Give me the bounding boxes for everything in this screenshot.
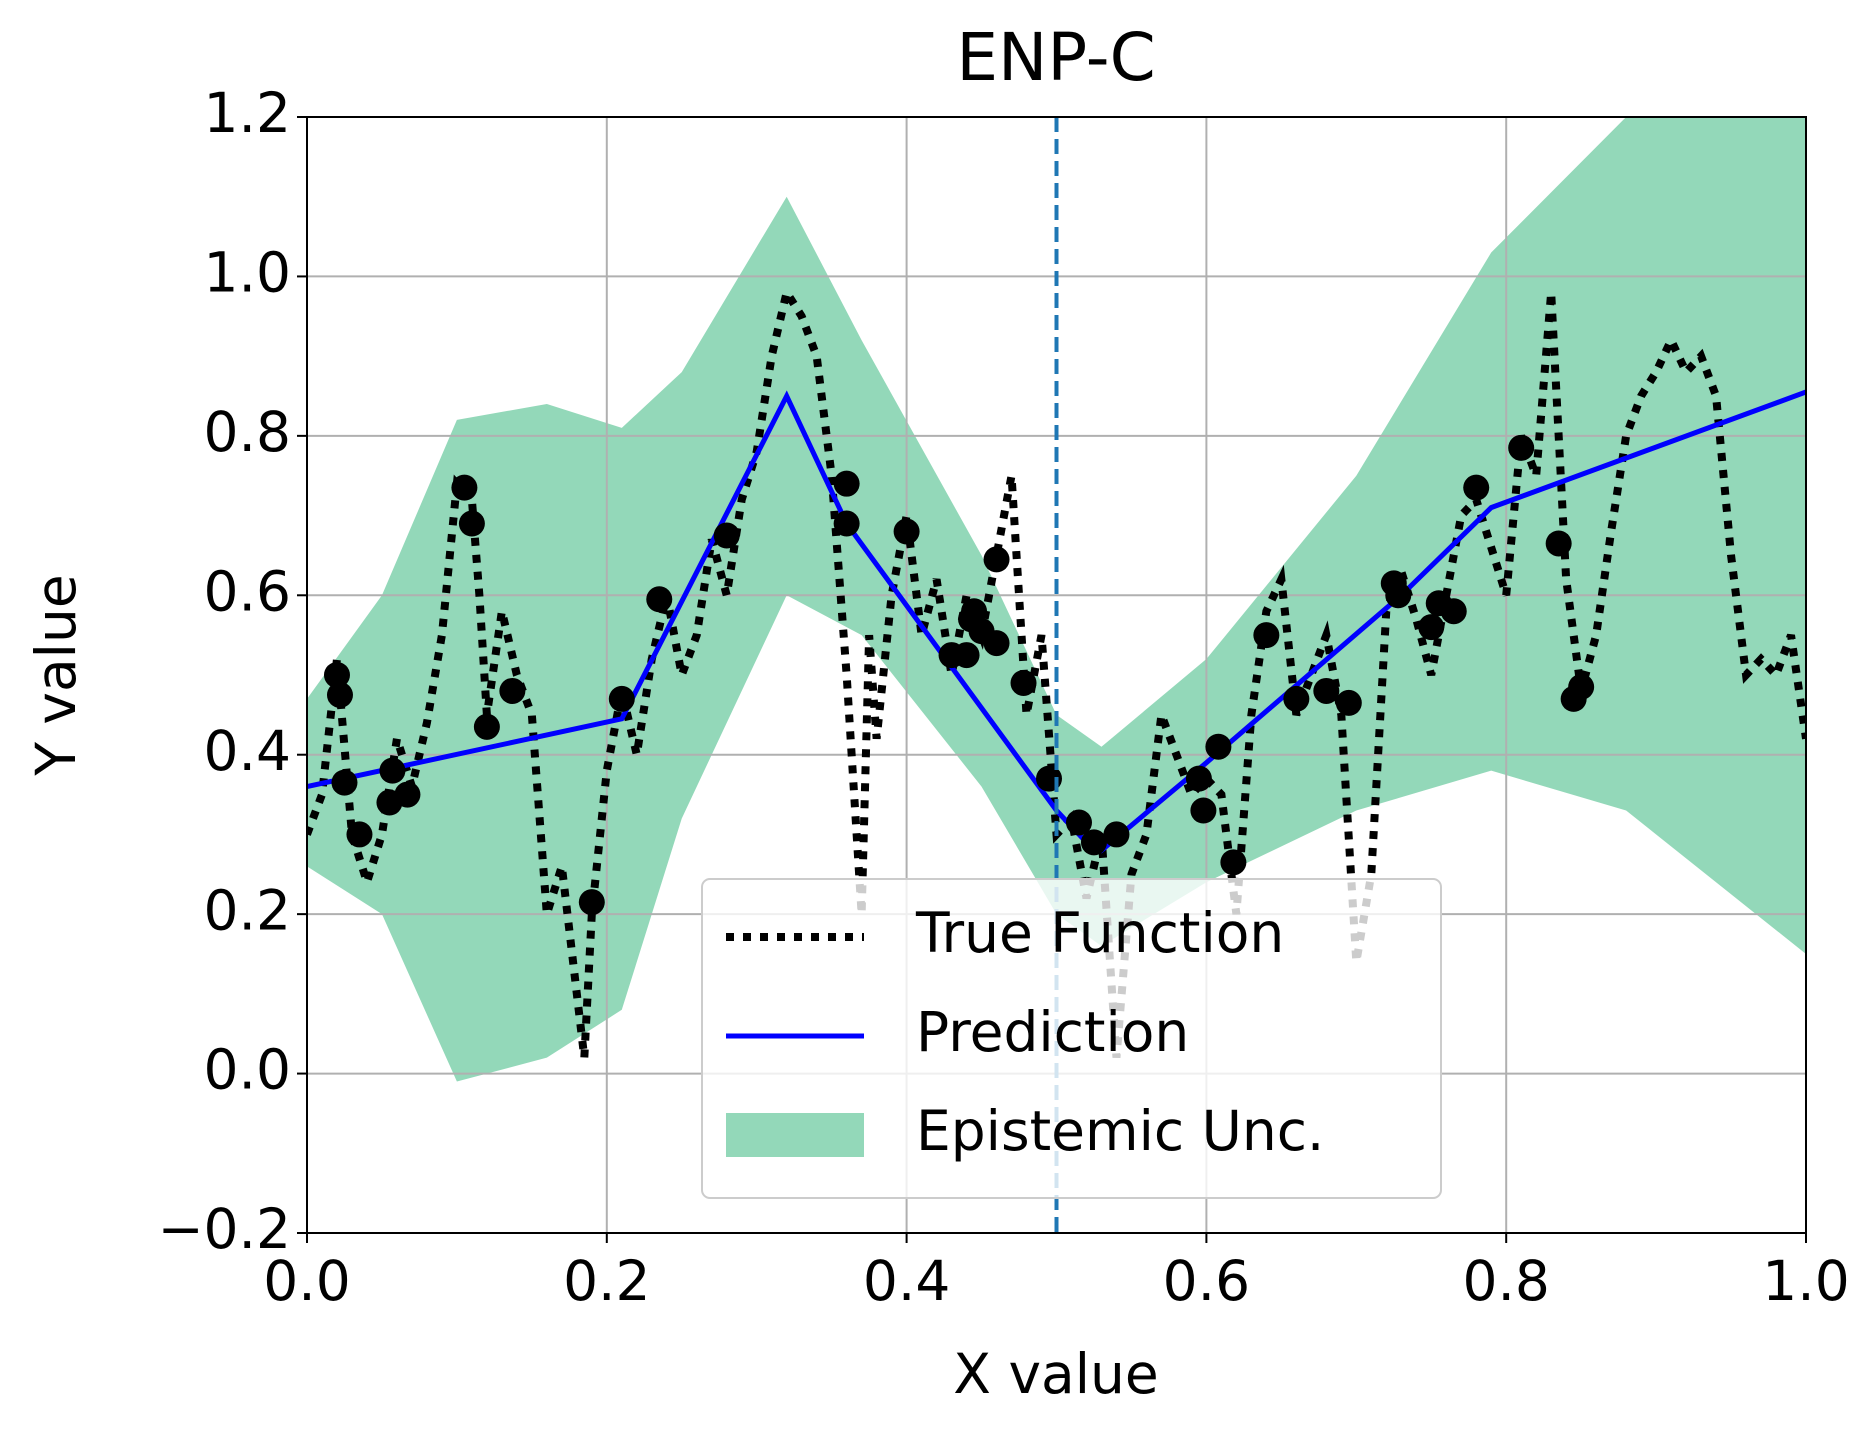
legend: True Function Prediction Epistemic Unc.: [701, 878, 1442, 1199]
context-point: [1205, 733, 1232, 760]
context-point: [1440, 598, 1467, 625]
context-point: [608, 685, 635, 712]
context-point: [953, 642, 980, 669]
context-point: [983, 630, 1010, 657]
axes-frame: [306, 116, 1807, 1234]
legend-swatch: [726, 1113, 864, 1157]
x-tick-label: 1.0: [1762, 1249, 1849, 1313]
context-point: [379, 757, 406, 784]
context-point: [893, 518, 920, 545]
x-tick-label: 0.6: [1163, 1249, 1250, 1313]
context-point: [331, 769, 358, 796]
legend-label: Prediction: [916, 1000, 1189, 1064]
context-point: [499, 677, 526, 704]
context-point: [1335, 689, 1362, 716]
plot-area: [307, 117, 1806, 1233]
context-point: [1508, 434, 1535, 461]
x-tick-label: 0.2: [563, 1249, 650, 1313]
context-point: [323, 662, 350, 688]
y-tick-label: 0.2: [204, 878, 291, 942]
context-point: [473, 713, 500, 740]
context-point: [1463, 474, 1490, 501]
y-axis-label: Y value: [24, 574, 88, 776]
context-point: [326, 681, 353, 708]
context-point: [1220, 849, 1247, 876]
context-point: [646, 586, 673, 613]
y-tick-label: −0.2: [157, 1197, 291, 1261]
true-function-line: [307, 282, 1806, 1059]
context-point: [394, 781, 421, 808]
legend-label: Epistemic Unc.: [916, 1099, 1324, 1163]
y-tick-label: 0.0: [204, 1038, 291, 1102]
legend-box: [701, 878, 1442, 1199]
uncertainty-band: [307, 117, 1806, 1082]
context-point: [833, 470, 860, 497]
context-point: [833, 510, 860, 537]
context-point: [451, 474, 478, 501]
context-point: [1545, 530, 1572, 557]
context-point: [1103, 821, 1130, 848]
y-tick-label: 0.6: [204, 559, 291, 623]
y-tick-label: 0.8: [204, 400, 291, 464]
context-point: [1385, 582, 1412, 609]
context-point: [713, 522, 740, 549]
context-point: [578, 889, 605, 916]
context-point: [1080, 829, 1107, 856]
context-point: [458, 510, 485, 537]
context-point: [1190, 797, 1217, 824]
context-point: [1283, 685, 1310, 712]
context-point: [983, 546, 1010, 573]
chart-title: ENP-C: [956, 19, 1155, 96]
x-tick-label: 0.4: [863, 1249, 950, 1313]
context-point: [1185, 765, 1212, 792]
x-tick-label: 0.8: [1462, 1249, 1549, 1313]
legend-label: True Function: [915, 901, 1284, 965]
context-point: [1065, 809, 1092, 836]
y-tick-label: 0.4: [204, 719, 291, 783]
context-point: [961, 598, 988, 625]
x-tick-label: 0.0: [263, 1249, 350, 1313]
context-point: [1253, 622, 1280, 649]
y-tick-label: 1.2: [204, 81, 291, 145]
context-point: [346, 821, 373, 848]
context-point: [1418, 614, 1445, 641]
context-point: [1010, 669, 1037, 696]
context-point: [1313, 677, 1340, 704]
context-point: [1568, 673, 1595, 700]
y-tick-label: 1.0: [204, 241, 291, 305]
x-axis-label: X value: [953, 1342, 1158, 1406]
